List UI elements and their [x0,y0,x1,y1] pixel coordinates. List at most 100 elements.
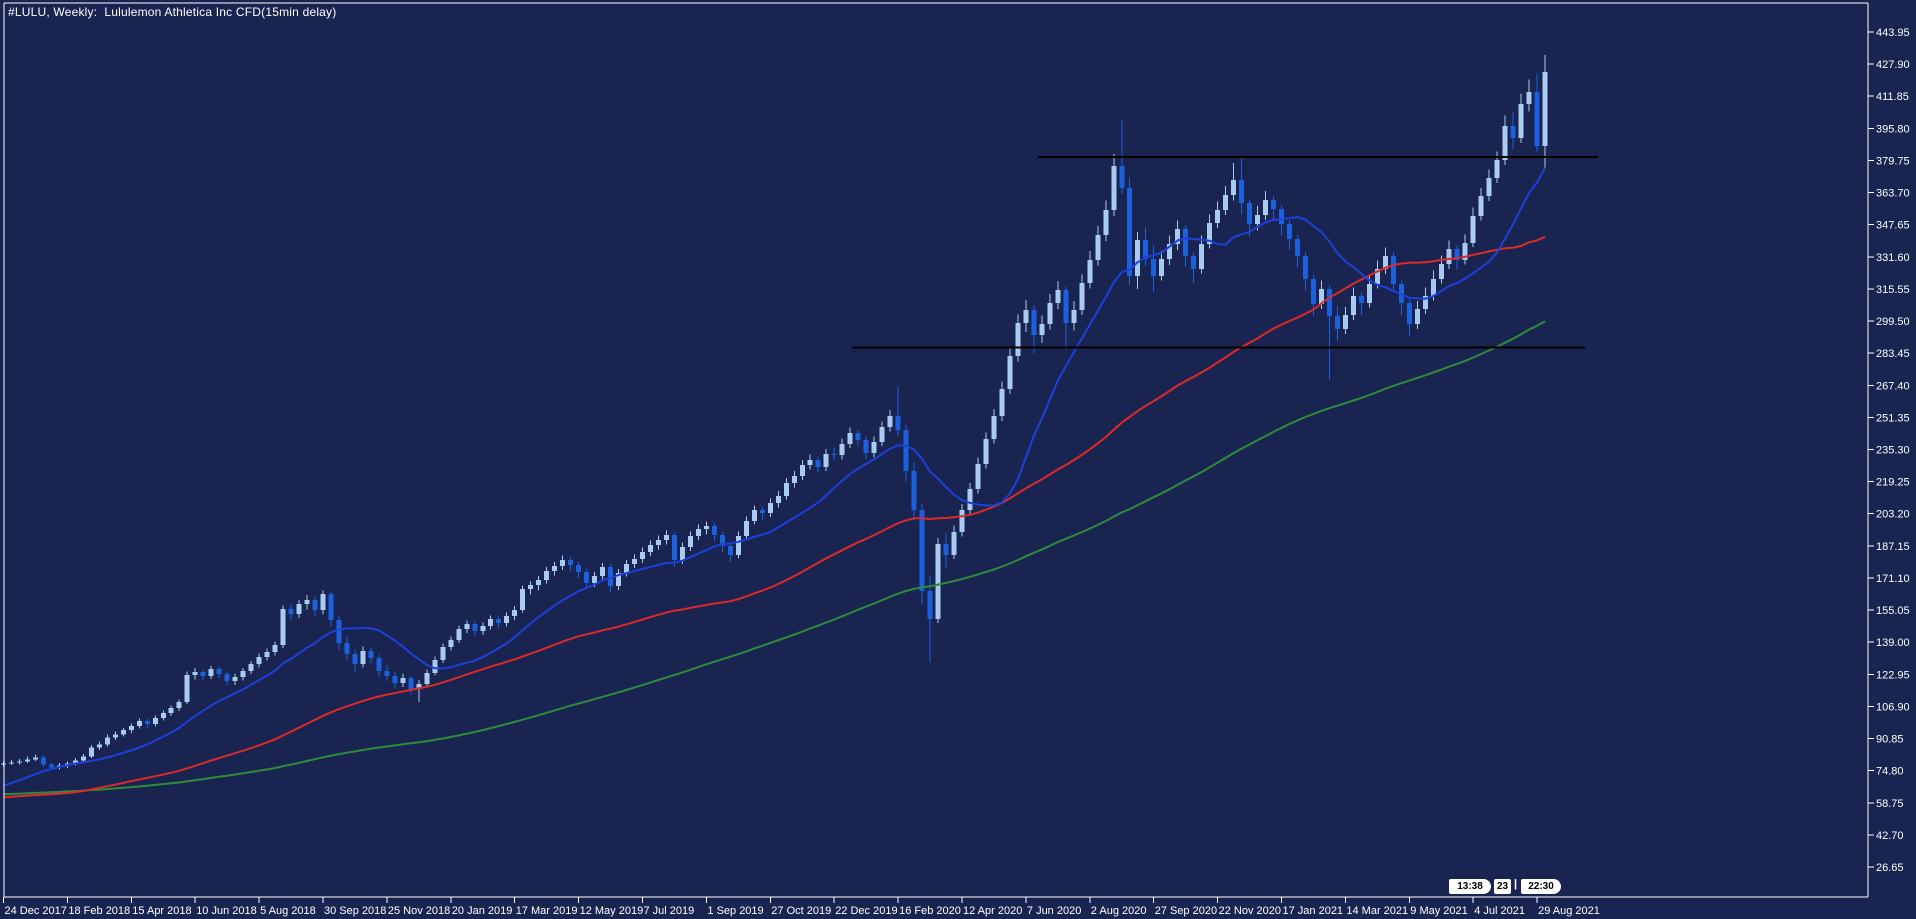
y-tick-label: 283.45 [1876,348,1910,360]
candle-bull [999,389,1005,417]
candle-bull [1095,235,1101,261]
candle-bull [751,510,757,522]
candle-bull [192,672,198,676]
candle-bull [264,652,270,658]
candle-bull [96,744,102,748]
candle-bull [432,660,438,674]
candle-bull [967,489,973,511]
candle-bull [1526,91,1532,104]
x-tick-label: 24 Dec 2017 [5,905,67,917]
y-tick-label: 379.75 [1876,155,1910,167]
candle-bear [200,672,206,677]
countdown-badge-left: 13:38 [1449,879,1491,894]
candles-series [1,55,1548,770]
candle-bear [472,624,478,632]
candle-bull [616,573,622,587]
x-tick-label: 2 Aug 2020 [1091,905,1147,917]
candle-bull [152,718,158,725]
candle-bull [512,610,518,617]
candle-bear [408,678,414,690]
candle-bull [552,566,558,572]
candle-bear [1390,256,1396,285]
candle-bull [1422,296,1428,310]
candle-bull [935,544,941,620]
x-tick-label: 20 Jan 2019 [452,905,513,917]
candle-bull [80,756,86,761]
x-tick-label: 7 Jun 2020 [1027,905,1081,917]
x-tick-label: 14 Mar 2021 [1346,905,1408,917]
x-tick-label: 17 Jan 2021 [1283,905,1344,917]
candle-bull [1047,303,1053,325]
candle-bear [759,510,765,514]
candle-bull [1207,222,1213,245]
candle-bear [1358,296,1364,304]
candle-bull [775,496,781,504]
candle-bear [1239,179,1245,203]
x-tick-label: 5 Aug 2018 [260,905,316,917]
candle-bull [1382,256,1388,270]
candle-bull [424,673,430,685]
x-axis: 24 Dec 2017 18 Feb 2018 15 Apr 2018 10 Jun … [3,897,1600,917]
moving-average-fast[interactable] [3,167,1546,787]
candle-bear [831,454,837,456]
candle-bull [1079,283,1085,311]
candle-bear [711,526,717,536]
candle-bull [783,483,789,497]
candle-bull [879,427,885,443]
candle-bear [216,669,222,675]
candle-bull [951,532,957,556]
candle-bull [272,645,278,653]
candle-bull [1414,309,1420,325]
candle-bear [1063,290,1069,324]
candle-bull [120,730,126,735]
candle-bull [871,442,877,454]
candle-bear [863,440,869,454]
candle-bull [232,677,238,682]
candle-bull [663,535,669,541]
x-tick-label: 9 May 2021 [1410,905,1467,917]
candle-bull [1446,249,1452,265]
candle-bull [807,460,813,466]
candle-bull [464,624,470,630]
candle-bull [1350,296,1356,316]
candle-bull [799,465,805,477]
candle-bear [1334,316,1340,330]
candle-bear [1191,256,1197,270]
candle-bull [400,678,406,684]
candle-bull [208,669,214,677]
candle-bull [520,589,526,611]
candle-bear [352,654,358,665]
candle-bear [1534,91,1540,146]
y-tick-label: 411.85 [1876,91,1909,103]
candle-bear [344,643,350,655]
candle-bull [1103,209,1109,236]
y-tick-label: 139.00 [1876,637,1910,649]
badge-separator: | [1514,878,1518,890]
x-tick-label: 29 Aug 2021 [1538,905,1600,917]
moving-average-slow[interactable] [3,320,1546,796]
candle-bull [456,629,462,641]
moving-average-mid[interactable] [3,235,1546,799]
candle-bull [1542,71,1548,146]
y-tick-label: 219.25 [1876,477,1910,489]
candle-bull [1438,264,1444,280]
candle-bull [600,567,606,577]
candle-bear [1302,256,1308,280]
candle-bull [1462,243,1468,261]
candle-bull [1071,310,1077,324]
candle-bear [727,546,733,556]
candle-bull [1430,279,1436,297]
candle-bull [847,433,853,445]
candle-bull [448,640,454,648]
candle-bull [320,594,326,611]
x-tick-label: 22 Dec 2019 [835,905,897,917]
candle-bull [743,521,749,537]
candle-bull [1502,125,1508,160]
candle-bull [440,647,446,661]
candle-bull [1255,214,1261,224]
candle-bull [983,439,989,465]
candle-bull [1199,244,1205,270]
candle-bull [1015,323,1021,357]
